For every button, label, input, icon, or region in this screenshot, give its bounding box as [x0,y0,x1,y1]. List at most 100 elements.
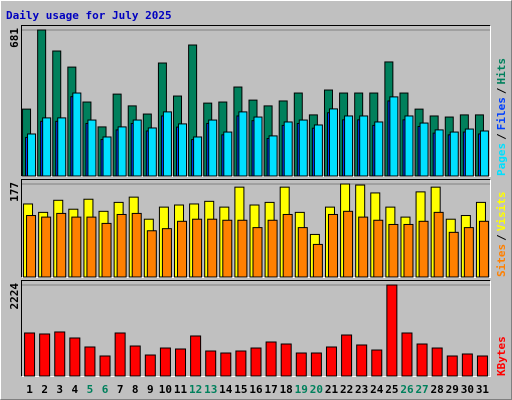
panel-border-dark [21,280,491,377]
x-tick-label: 2 [41,383,48,396]
bar [431,347,443,377]
bar [54,331,66,377]
bar [312,243,323,278]
bar [102,136,112,177]
bar [114,332,126,377]
bar [190,335,202,377]
bar [235,350,247,377]
x-tick-label: 24 [370,383,384,396]
bar [175,348,187,377]
x-tick-label: 22 [340,383,353,396]
bar [448,231,459,278]
x-tick-label: 20 [310,383,323,396]
legend: Pages / Files / Hits [495,58,508,176]
legend-entry: Sites [495,244,508,277]
x-tick-label: 7 [117,383,124,396]
y-tick-label: 681 [8,28,21,48]
bar [478,220,489,278]
bar [222,219,233,278]
x-tick-label: 5 [87,383,94,396]
bar [238,111,248,177]
bar [87,119,97,177]
legend-entry: Pages [495,143,508,176]
x-tick-label: 18 [280,383,293,396]
bar [446,355,458,377]
bar [57,117,67,177]
x-tick-label: 14 [219,383,233,396]
y-tick-label: 2224 [8,283,21,310]
bar [479,130,489,177]
bar [449,131,459,177]
bar [39,333,51,377]
bar [389,96,399,177]
bar [401,332,413,377]
x-tick-label: 23 [355,383,368,396]
x-tick-label: 3 [56,383,63,396]
x-tick-label: 27 [415,383,428,396]
bar [129,345,141,377]
bar [223,131,233,177]
panel-border-dark [21,179,491,278]
bar [268,135,278,177]
bar [283,121,293,177]
legend: Sites / Visits [495,192,508,278]
legend: KBytes [495,336,508,376]
bar [252,227,263,278]
y-tick-label: 177 [8,182,21,202]
bar [99,355,111,377]
bar [358,216,369,278]
bar [403,223,414,278]
bar [461,353,473,377]
bar [161,228,172,278]
bar [116,213,127,278]
bar [265,341,277,377]
bar [325,346,337,377]
bar [373,219,384,278]
bar [418,220,429,278]
bar [371,349,383,377]
x-tick-label: 8 [132,383,139,396]
bar [159,347,171,377]
bar [41,216,52,278]
bar [24,332,36,377]
bar [298,119,308,177]
bar [144,354,156,377]
bar [359,115,369,177]
bar [84,346,96,377]
bar [433,211,444,278]
chart-title: Daily usage for July 2025 [6,9,172,22]
bar [178,123,188,177]
x-tick-label: 12 [189,383,202,396]
legend-separator: / [495,133,508,140]
legend-separator: / [495,87,508,94]
bar [313,124,323,177]
x-tick-label: 11 [174,383,188,396]
bar [297,227,308,278]
bar [237,219,248,278]
bar [71,216,82,278]
bar [131,212,142,278]
bar [404,115,414,177]
bar [464,128,474,177]
bar [86,216,97,278]
bar [344,115,354,177]
bar [177,220,188,278]
bar [419,122,429,177]
bar [343,210,354,278]
legend-entry: KBytes [495,336,508,376]
bar [192,218,203,278]
bar [101,222,112,278]
x-tick-label: 17 [264,383,277,396]
bar [132,119,142,177]
bar [253,116,263,177]
bar [388,223,399,278]
bar [295,352,307,377]
x-tick-label: 31 [476,383,490,396]
x-tick-label: 4 [72,383,79,396]
x-tick-label: 28 [431,383,444,396]
panel-border-light [21,280,491,377]
x-tick-label: 16 [249,383,263,396]
panel-border-dark [21,25,491,177]
bar [147,127,157,177]
